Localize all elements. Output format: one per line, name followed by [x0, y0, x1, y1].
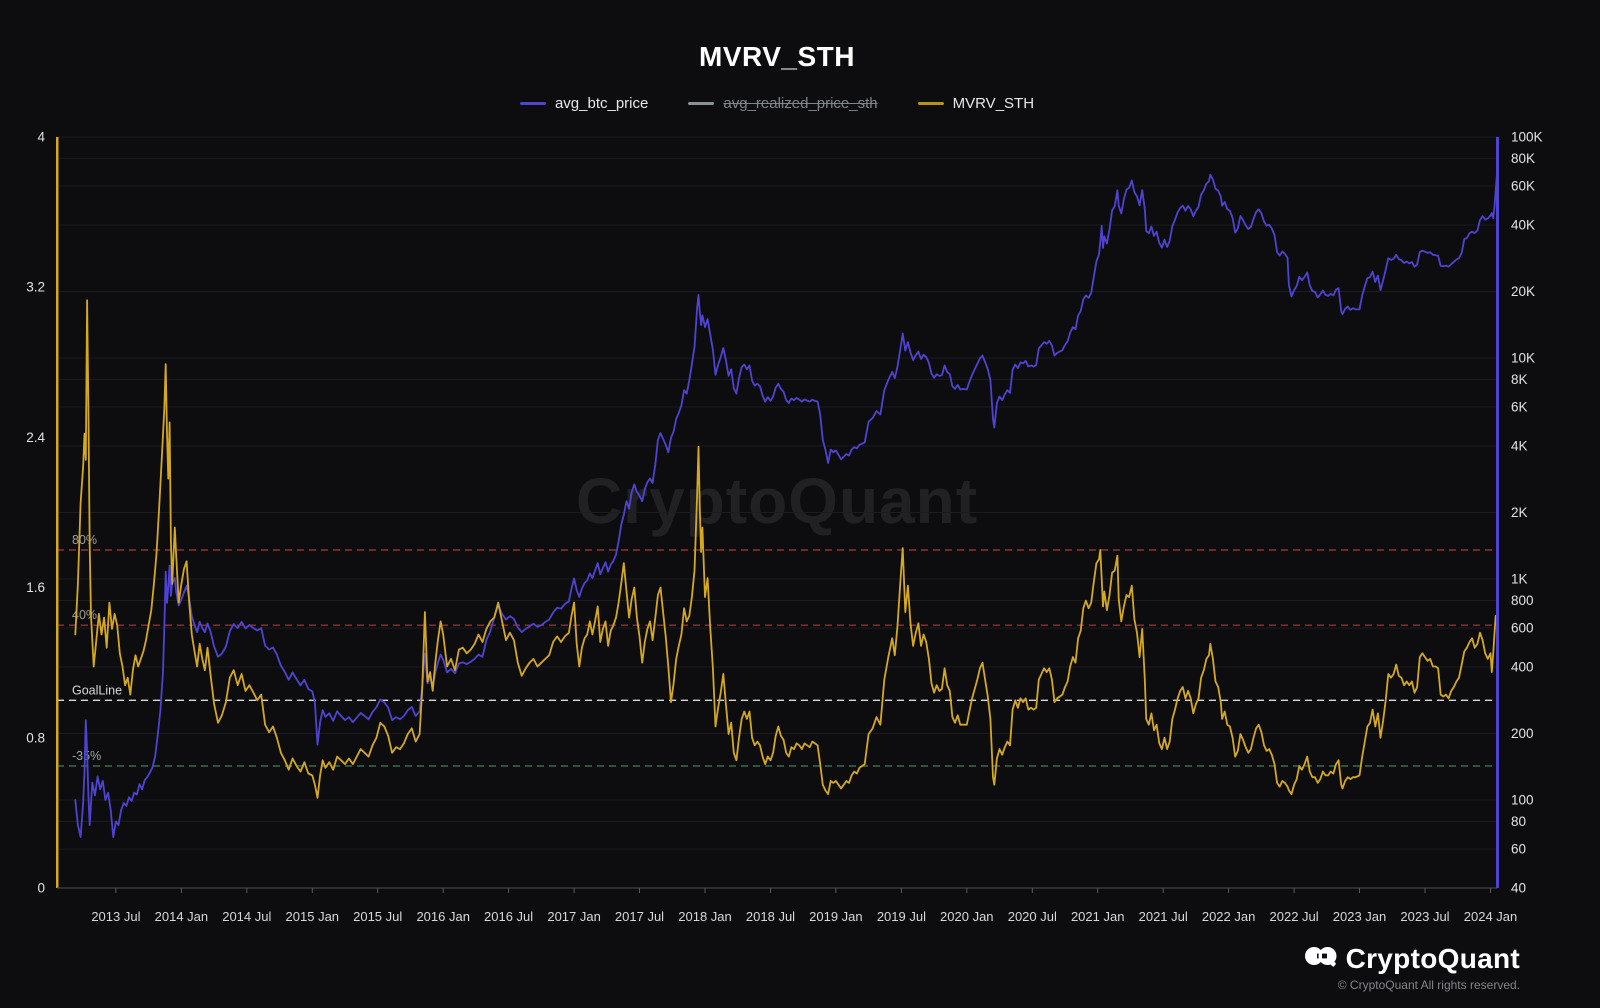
x-axis-label: 2020 Jul: [1008, 909, 1057, 924]
footer-brand-text: CryptoQuant: [1345, 942, 1520, 974]
right-axis-label: 60: [1511, 842, 1526, 857]
legend: avg_btc_price avg_realized_price_sth MVR…: [57, 95, 1497, 112]
threshold-label: GoalLine: [72, 683, 122, 697]
grid-lines: [57, 136, 1497, 889]
legend-label: avg_realized_price_sth: [723, 95, 878, 112]
left-axis-label: 0.8: [26, 730, 45, 745]
right-axis-label: 20K: [1511, 284, 1535, 299]
right-axis-label: 4K: [1511, 439, 1528, 454]
right-axis-labels: 100K 80K 60K 40K 20K 10K 8K 6K 4K 2K 1K 800 600 400 20…: [1511, 130, 1543, 896]
series-line-MVRV_STH[interactable]: [74, 299, 1497, 799]
x-axis-label: 2019 Jan: [809, 909, 863, 924]
right-axis-label: 80: [1511, 814, 1526, 829]
x-axis-label: 2022 Jan: [1202, 909, 1256, 924]
right-axis-label: 8K: [1511, 372, 1528, 387]
x-axis-label: 2015 Jul: [353, 909, 402, 924]
left-axis-label: 2.4: [26, 430, 45, 445]
right-axis-label: 10K: [1511, 351, 1535, 366]
right-axis-label: 80K: [1511, 151, 1535, 166]
x-axis-label: 2021 Jan: [1071, 909, 1125, 924]
x-axis-label: 2017 Jan: [547, 909, 601, 924]
x-axis-label: 2019 Jul: [877, 909, 926, 924]
x-axis-label: 2018 Jan: [678, 909, 732, 924]
legend-item-avg-realized-price-sth[interactable]: avg_realized_price_sth: [688, 95, 878, 112]
right-axis-label: 200: [1511, 726, 1534, 741]
left-axis-labels: 4 3.2 2.4 1.6 0.8 0: [26, 130, 45, 896]
right-axis-label: 600: [1511, 621, 1534, 636]
left-axis-label: 3.2: [26, 280, 45, 295]
x-axis-label: 2024 Jan: [1464, 909, 1518, 924]
x-axis-labels: 2013 Jul 2014 Jan 2014 Jul 2015 Jan 2015 Jul…: [91, 888, 1517, 924]
footer: CryptoQuant © CryptoQuant All rights res…: [1304, 942, 1520, 992]
x-axis-label: 2015 Jan: [286, 909, 340, 924]
chart-title: MVRV_STH: [699, 41, 855, 72]
left-axis-line: [56, 137, 59, 888]
left-axis-label: 1.6: [26, 580, 45, 595]
left-axis-label: 4: [37, 130, 45, 145]
legend-swatch-avg-btc-price: [519, 102, 546, 105]
right-axis-label: 40K: [1511, 218, 1535, 233]
threshold-label: 80%: [72, 533, 97, 547]
x-axis-label: 2013 Jul: [91, 909, 140, 924]
cryptoquant-logo-icon: [1304, 942, 1337, 975]
legend-item-avg-btc-price[interactable]: avg_btc_price: [519, 95, 649, 112]
legend-swatch-avg-realized-price-sth: [688, 102, 715, 105]
threshold-80%: 80%: [57, 533, 1497, 551]
legend-label: MVRV_STH: [952, 95, 1035, 112]
right-axis-label: 40: [1511, 881, 1526, 896]
x-axis-label: 2014 Jan: [155, 909, 209, 924]
right-axis-label: 1K: [1511, 572, 1528, 587]
right-axis-label: 100K: [1511, 130, 1543, 145]
x-axis-label: 2016 Jul: [484, 909, 533, 924]
legend-swatch-mvrv-sth: [917, 102, 944, 105]
left-axis-label: 0: [37, 881, 45, 896]
x-axis-label: 2021 Jul: [1139, 909, 1188, 924]
x-axis-label: 2014 Jul: [222, 909, 271, 924]
footer-copyright: © CryptoQuant All rights reserved.: [1337, 978, 1520, 992]
x-axis-label: 2023 Jul: [1400, 909, 1449, 924]
x-axis-label: 2020 Jan: [940, 909, 994, 924]
threshold--35%: -35%: [57, 749, 1497, 767]
right-axis-label: 2K: [1511, 505, 1528, 520]
x-axis-label: 2022 Jul: [1270, 909, 1319, 924]
right-axis-label: 800: [1511, 593, 1534, 608]
threshold-GoalLine: GoalLine: [57, 683, 1497, 701]
right-axis-label: 6K: [1511, 400, 1528, 415]
right-axis-label: 400: [1511, 660, 1534, 675]
x-axis-label: 2016 Jan: [416, 909, 470, 924]
threshold-40%: 40%: [57, 608, 1497, 626]
series-line-avg_btc_price[interactable]: [74, 172, 1498, 838]
right-axis-label: 60K: [1511, 179, 1535, 194]
x-axis-label: 2017 Jul: [615, 909, 664, 924]
legend-label: avg_btc_price: [554, 95, 649, 112]
right-axis-line: [1496, 137, 1499, 888]
x-axis-label: 2018 Jul: [746, 909, 795, 924]
x-axis-label: 2023 Jan: [1333, 909, 1387, 924]
legend-item-mvrv-sth[interactable]: MVRV_STH: [917, 95, 1035, 112]
right-axis-label: 100: [1511, 793, 1534, 808]
